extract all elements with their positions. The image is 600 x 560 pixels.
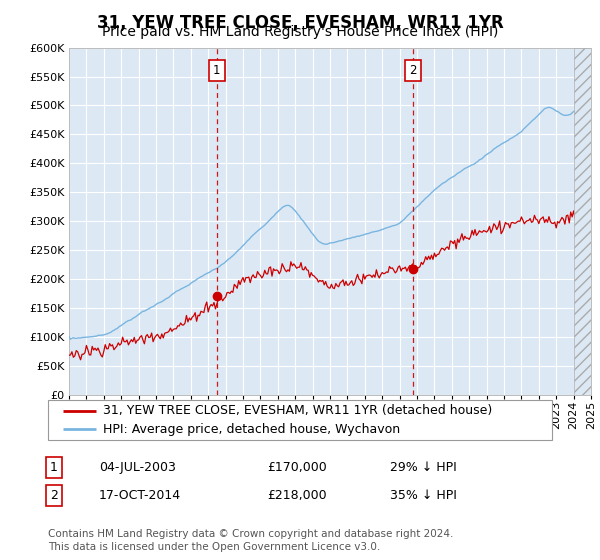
Text: 2: 2 (50, 489, 58, 502)
Text: Price paid vs. HM Land Registry's House Price Index (HPI): Price paid vs. HM Land Registry's House … (102, 25, 498, 39)
Text: £170,000: £170,000 (267, 461, 327, 474)
Text: £218,000: £218,000 (267, 489, 326, 502)
Text: 35% ↓ HPI: 35% ↓ HPI (390, 489, 457, 502)
Text: 1: 1 (213, 64, 221, 77)
Text: HPI: Average price, detached house, Wychavon: HPI: Average price, detached house, Wych… (103, 422, 401, 436)
Text: 17-OCT-2014: 17-OCT-2014 (99, 489, 181, 502)
Text: 29% ↓ HPI: 29% ↓ HPI (390, 461, 457, 474)
Text: 04-JUL-2003: 04-JUL-2003 (99, 461, 176, 474)
Text: 31, YEW TREE CLOSE, EVESHAM, WR11 1YR: 31, YEW TREE CLOSE, EVESHAM, WR11 1YR (97, 14, 503, 32)
Text: 31, YEW TREE CLOSE, EVESHAM, WR11 1YR (detached house): 31, YEW TREE CLOSE, EVESHAM, WR11 1YR (d… (103, 404, 493, 418)
Text: 2: 2 (409, 64, 416, 77)
Text: 1: 1 (50, 461, 58, 474)
FancyBboxPatch shape (48, 400, 552, 440)
Text: Contains HM Land Registry data © Crown copyright and database right 2024.
This d: Contains HM Land Registry data © Crown c… (48, 529, 454, 552)
